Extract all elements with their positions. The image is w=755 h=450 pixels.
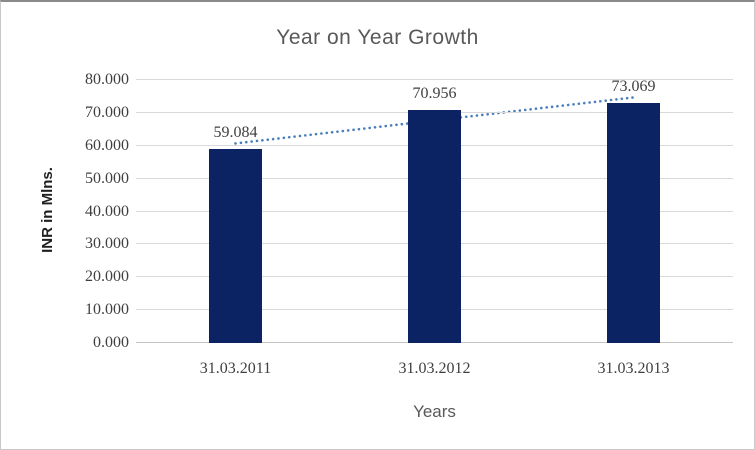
y-tick-label: 40.000 [85, 202, 129, 220]
bar [209, 148, 262, 343]
bar-value-label: 73.069 [611, 77, 656, 95]
y-tick-label: 80.000 [85, 71, 129, 88]
y-axis-title: INR in Mlns. [39, 167, 56, 253]
x-axis-title: Years [413, 402, 456, 421]
bar [408, 109, 461, 343]
y-tick-label: 60.000 [85, 136, 129, 154]
chart-title: Year on Year Growth [276, 26, 479, 49]
y-axis-tick-labels: 0.000 10.000 20.000 30.000 40.000 50.000 60.00… [59, 71, 129, 351]
x-tick-label: 31.03.2011 [199, 360, 272, 377]
bar-value-label: 59.084 [213, 123, 258, 141]
y-tick-label: 20.000 [85, 268, 129, 286]
y-tick-label: 30.000 [85, 235, 129, 253]
x-tick-label: 31.03.2012 [398, 360, 471, 377]
y-tick-label: 10.000 [85, 301, 129, 319]
y-tick-label: 50.000 [85, 169, 129, 187]
gridline [136, 79, 733, 80]
y-tick-label: 0.000 [93, 334, 129, 351]
y-tick-label: 70.000 [85, 103, 129, 121]
plot-area: 59.084 70.956 73.069 [136, 77, 733, 343]
x-tick-label: 31.03.2013 [597, 360, 670, 377]
bar-value-label: 70.956 [412, 84, 457, 102]
x-axis-tick-labels: 31.03.2011 31.03.2012 31.03.2013 [136, 359, 733, 379]
bar [607, 102, 660, 343]
